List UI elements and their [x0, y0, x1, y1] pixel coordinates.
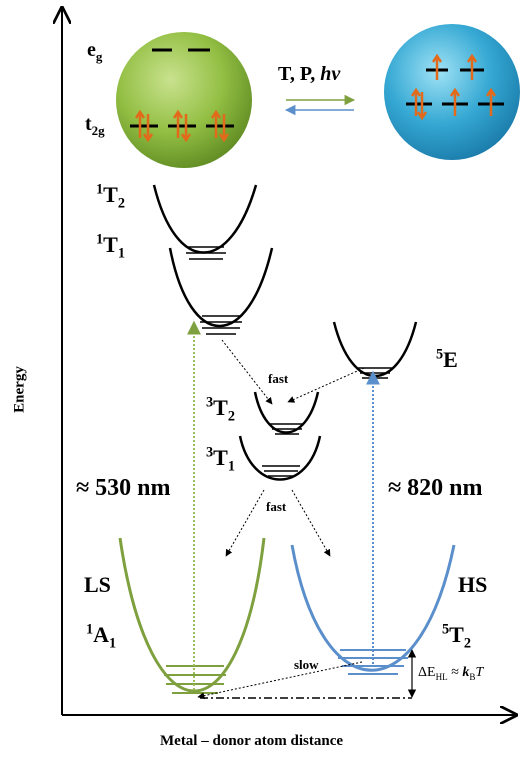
- label-ls: LS: [84, 572, 111, 597]
- label-wavelength-ls: ≈ 530 nm: [76, 475, 171, 501]
- label-hs: HS: [458, 572, 488, 597]
- ls-electron-arrows: [134, 109, 230, 143]
- label-3T1: 3T1: [206, 444, 235, 475]
- well-5E: [332, 321, 418, 379]
- label-eg: eg: [87, 39, 103, 64]
- label-1T1: 1T1: [96, 231, 125, 262]
- ls-sphere: [116, 32, 252, 168]
- well-1T1: [168, 247, 274, 335]
- label-fast-upper: fast: [268, 371, 289, 386]
- well-1T2: [152, 184, 258, 260]
- label-wavelength-hs: ≈ 820 nm: [388, 475, 483, 501]
- label-stimuli: T, P, hν: [278, 63, 341, 85]
- y-axis-label: Energy: [11, 366, 28, 413]
- well-ls-1A1: [118, 537, 266, 694]
- hs-electron-arrows: [410, 53, 497, 121]
- label-1T2: 1T2: [96, 181, 125, 212]
- label-5T2: 5T2: [442, 621, 471, 652]
- relax-3T1-to-LS: [225, 489, 265, 557]
- label-fast-lower: fast: [266, 499, 287, 514]
- relax-HS-to-LS-slow: [197, 661, 363, 700]
- label-3T2: 3T2: [206, 394, 235, 425]
- label-energy-gap: ΔEHL ≈ kBT: [418, 665, 484, 682]
- relax-5E-to-3T2: [287, 367, 365, 403]
- label-1A1: 1A1: [86, 621, 117, 652]
- x-axis-label: Metal – donor atom distance: [160, 733, 344, 749]
- hs-sphere: [384, 24, 520, 160]
- label-5E: 5E: [436, 346, 458, 372]
- well-3T1: [238, 435, 322, 481]
- relax-1T1-to-3T2: [221, 339, 273, 405]
- label-slow: slow: [294, 657, 319, 672]
- well-3T2: [253, 391, 320, 435]
- label-t2g: t2g: [85, 113, 105, 138]
- relax-3T1-to-HS: [291, 489, 331, 557]
